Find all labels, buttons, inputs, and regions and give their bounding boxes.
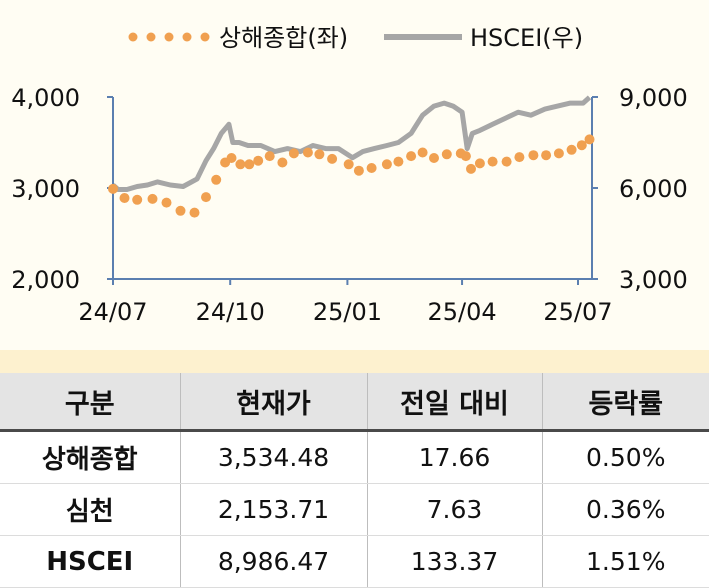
data-point-shanghai xyxy=(119,193,130,203)
x-tick-label: 24/10 xyxy=(196,298,265,326)
left-y-tick-label: 2,000 xyxy=(11,266,80,294)
data-point-shanghai xyxy=(235,159,246,170)
daily-change: 17.66 xyxy=(367,430,543,484)
current-price: 8,986.47 xyxy=(180,535,368,588)
series-dots-shanghai xyxy=(108,134,595,218)
data-point-shanghai xyxy=(175,205,186,216)
data-point-shanghai xyxy=(314,149,325,160)
table-row: 상해종합 3,534.48 17.66 0.50% xyxy=(0,430,709,484)
data-point-shanghai xyxy=(553,148,564,159)
data-point-shanghai xyxy=(417,147,428,158)
data-point-shanghai xyxy=(288,148,299,159)
data-point-shanghai xyxy=(576,140,587,151)
right-y-tick-label: 9,000 xyxy=(619,84,688,112)
x-tick-label: 25/07 xyxy=(543,298,612,326)
data-point-shanghai xyxy=(487,156,498,167)
data-point-shanghai xyxy=(353,165,364,176)
data-point-shanghai xyxy=(132,194,143,205)
line-chart: 상해종합(좌) HSCEI(우) 2,000 3,000 4,000 3,000 6,0… xyxy=(11,24,687,326)
left-y-tick-label: 4,000 xyxy=(11,84,80,112)
change-rate: 0.36% xyxy=(542,483,709,536)
index-name: 상해종합 xyxy=(0,430,181,484)
data-point-shanghai xyxy=(277,157,288,168)
data-point-shanghai xyxy=(264,151,275,162)
data-point-shanghai xyxy=(441,149,452,160)
series-line-hscei xyxy=(111,95,592,192)
legend-label-hscei: HSCEI(우) xyxy=(470,24,583,52)
left-y-tick-label: 3,000 xyxy=(11,175,80,203)
data-point-shanghai xyxy=(244,159,255,170)
data-point-shanghai xyxy=(528,150,539,161)
index-name: 심천 xyxy=(0,483,181,536)
chart-panel: 상해종합(좌) HSCEI(우) 2,000 3,000 4,000 3,000 6,0… xyxy=(0,0,709,355)
legend-label-shanghai: 상해종합(좌) xyxy=(219,24,348,52)
data-point-shanghai xyxy=(108,183,118,194)
data-point-shanghai xyxy=(253,155,264,166)
header-price: 현재가 xyxy=(180,373,368,432)
index-name: HSCEI xyxy=(0,535,181,588)
change-rate: 0.50% xyxy=(542,430,709,484)
x-tick-label: 25/04 xyxy=(427,298,496,326)
daily-change: 133.37 xyxy=(367,535,543,588)
data-point-shanghai xyxy=(161,197,172,208)
data-point-shanghai xyxy=(460,151,471,162)
x-tick-label: 25/01 xyxy=(313,298,382,326)
current-price: 3,534.48 xyxy=(180,430,368,484)
data-point-shanghai xyxy=(381,159,392,170)
data-point-shanghai xyxy=(189,207,200,218)
table-row: 심천 2,153.71 7.63 0.36% xyxy=(0,483,709,536)
data-point-shanghai xyxy=(466,163,476,174)
header-change: 전일 대비 xyxy=(367,373,543,432)
change-rate: 1.51% xyxy=(542,535,709,588)
right-y-tick-label: 3,000 xyxy=(619,266,688,294)
data-point-shanghai xyxy=(211,174,222,185)
table-row: HSCEI 8,986.47 133.37 1.51% xyxy=(0,535,709,588)
table-header-row: 구분 현재가 전일 대비 등락률 xyxy=(0,373,709,432)
current-price: 2,153.71 xyxy=(180,483,368,536)
data-point-shanghai xyxy=(566,144,577,155)
right-y-tick-label: 6,000 xyxy=(619,175,688,203)
separator-band xyxy=(0,350,709,373)
legend-swatch-shanghai xyxy=(128,32,210,42)
data-point-shanghai xyxy=(343,159,354,170)
data-point-shanghai xyxy=(366,163,377,173)
data-point-shanghai xyxy=(302,147,313,158)
data-point-shanghai xyxy=(501,156,512,167)
data-point-shanghai xyxy=(514,152,525,163)
data-point-shanghai xyxy=(327,153,338,164)
x-tick-label: 24/07 xyxy=(78,298,147,326)
daily-change: 7.63 xyxy=(367,483,543,536)
data-point-shanghai xyxy=(147,193,158,204)
chart-legend: 상해종합(좌) HSCEI(우) xyxy=(128,24,583,52)
data-point-shanghai xyxy=(474,158,485,169)
header-category: 구분 xyxy=(0,373,181,432)
data-point-shanghai xyxy=(393,156,404,167)
data-point-shanghai xyxy=(584,134,595,145)
axis-ticks: 2,000 3,000 4,000 3,000 6,000 9,000 24/07 24/10… xyxy=(11,84,687,326)
data-point-shanghai xyxy=(406,151,417,162)
header-change-rate: 등락률 xyxy=(542,373,709,432)
data-point-shanghai xyxy=(429,153,439,163)
data-point-shanghai xyxy=(201,192,211,203)
data-point-shanghai xyxy=(541,150,552,161)
data-point-shanghai xyxy=(226,153,237,163)
quote-table: 구분 현재가 전일 대비 등락률 상해종합 3,534.48 17.66 0.5… xyxy=(0,373,709,588)
